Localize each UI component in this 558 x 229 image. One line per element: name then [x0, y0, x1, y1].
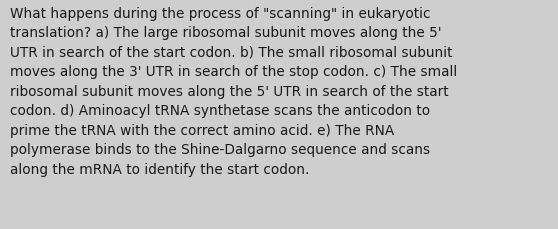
Text: What happens during the process of "scanning" in eukaryotic
translation? a) The : What happens during the process of "scan… [10, 7, 458, 176]
